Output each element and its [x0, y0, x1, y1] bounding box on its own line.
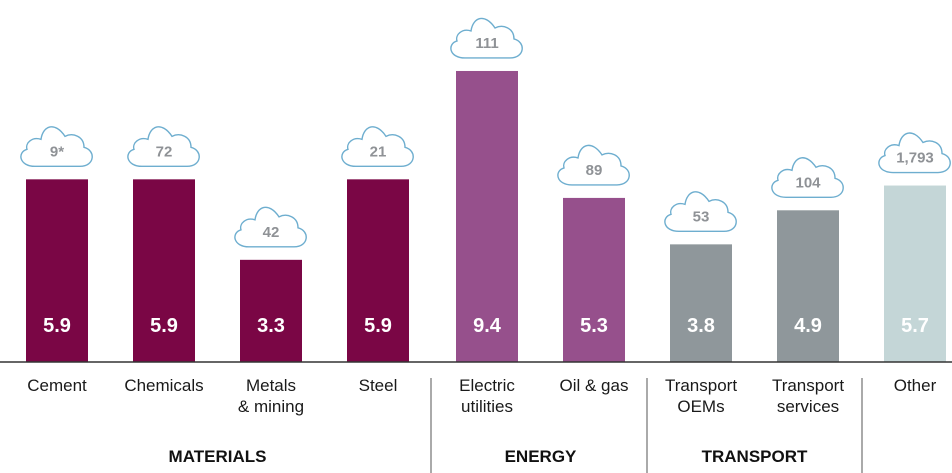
category-label: Electric — [459, 376, 515, 395]
cloud-icon — [20, 126, 93, 168]
category-label: Oil & gas — [560, 376, 629, 395]
cloud-label: 53 — [693, 208, 710, 225]
bar-value-label: 5.9 — [150, 315, 178, 337]
bar-value-label: 4.9 — [794, 315, 822, 337]
category-label: services — [777, 397, 839, 416]
bar — [777, 210, 839, 362]
cloud-icon — [127, 126, 200, 168]
category-label: Steel — [359, 376, 398, 395]
category-label: Transport — [772, 376, 844, 395]
group-labels-layer: MATERIALS ENERGY TRANSPORT — [169, 378, 863, 473]
cloud-label: 111 — [475, 35, 498, 52]
cloud-icon — [557, 144, 630, 186]
cloud-label: 21 — [370, 143, 387, 160]
cloud-label: 9* — [50, 143, 64, 160]
category-label: utilities — [461, 397, 513, 416]
cloud-icon — [234, 206, 307, 248]
cloud-label: 104 — [795, 174, 821, 191]
cloud-label: 89 — [586, 162, 603, 179]
bar-value-label: 5.7 — [901, 315, 929, 337]
cloud-label: 72 — [156, 143, 173, 160]
cloud-icon — [664, 191, 737, 233]
cloud-icon — [878, 132, 951, 174]
bar — [26, 179, 88, 362]
bar-value-label: 5.3 — [580, 315, 608, 337]
bar-value-label: 5.9 — [364, 315, 392, 337]
bar — [670, 244, 732, 362]
category-label: Cement — [27, 376, 87, 395]
category-label: & mining — [238, 397, 304, 416]
bar-value-label: 3.8 — [687, 315, 715, 337]
category-label: Transport — [665, 376, 737, 395]
cloud-label: 1,793 — [896, 150, 934, 167]
group-label: TRANSPORT — [702, 447, 808, 466]
category-label: Chemicals — [124, 376, 203, 395]
group-label: ENERGY — [505, 447, 577, 466]
bar — [884, 185, 946, 362]
bar-value-label: 3.3 — [257, 315, 285, 337]
category-label: OEMs — [677, 397, 724, 416]
category-label: Other — [894, 376, 937, 395]
bar-value-label: 5.9 — [43, 315, 71, 337]
bar-value-label: 9.4 — [473, 315, 502, 337]
bar — [347, 179, 409, 362]
bar — [563, 197, 625, 362]
group-label: MATERIALS — [169, 447, 267, 466]
bar — [240, 259, 302, 362]
bar — [456, 70, 518, 362]
category-label: Metals — [246, 376, 296, 395]
cloud-icon — [771, 157, 844, 198]
category-labels-layer: Cement Chemicals Metals & mining Steel Electr… — [27, 376, 936, 416]
bars-layer: 5.9 9* 5.9 72 3.3 42 5.9 21 9.4 111 5.3 89 3.8 53 4.9 1… — [20, 17, 951, 362]
bar — [133, 179, 195, 362]
cloud-icon — [450, 17, 523, 59]
cloud-label: 42 — [263, 224, 280, 241]
cloud-icon — [341, 126, 414, 168]
